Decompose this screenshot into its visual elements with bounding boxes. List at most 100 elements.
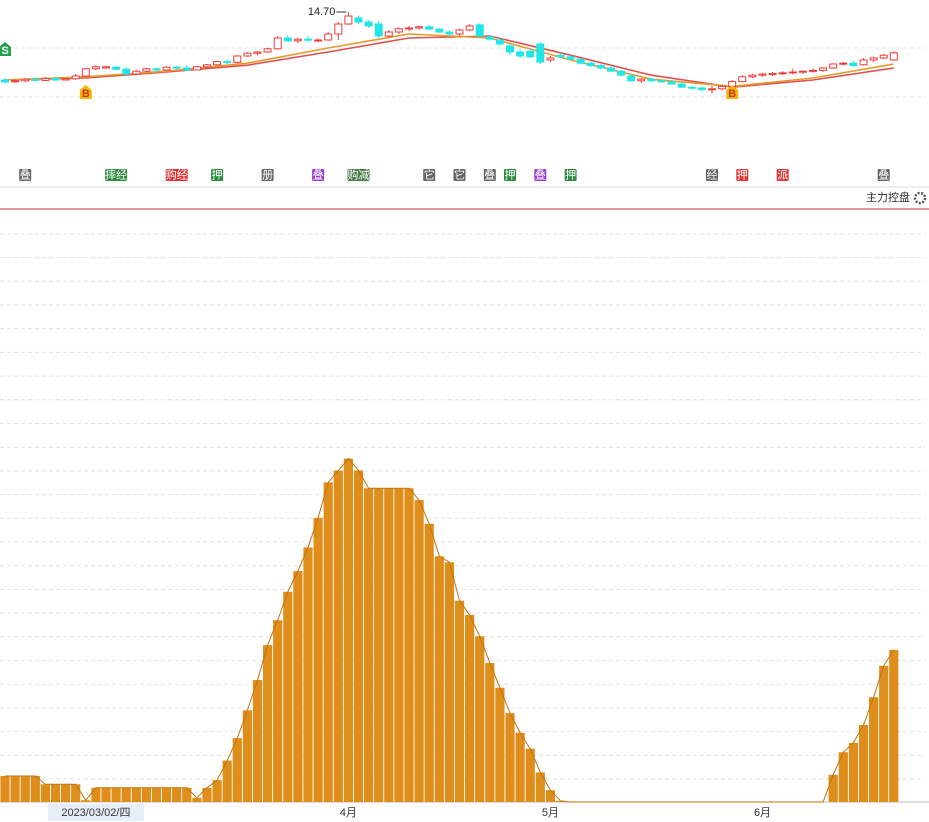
- moving-average: [4, 35, 894, 89]
- candle-body: [11, 80, 20, 83]
- annotation: 14.70: [308, 6, 336, 18]
- bar: [151, 787, 162, 802]
- tag-box: [165, 169, 188, 181]
- bar: [242, 710, 252, 802]
- candle-body: [61, 78, 70, 81]
- candle-body: [778, 72, 787, 75]
- candle-body: [859, 59, 868, 66]
- candle-body: [425, 26, 434, 30]
- candle-body: [748, 74, 757, 78]
- candle-body: [809, 69, 817, 72]
- tag-box: [504, 169, 516, 181]
- bar: [81, 800, 91, 802]
- tag-label: 叠: [20, 168, 31, 181]
- tag-box: [877, 169, 890, 181]
- candle-body: [273, 37, 282, 50]
- signal-label: B: [728, 88, 736, 100]
- tag-box: [736, 169, 749, 181]
- candle-body: [384, 31, 393, 37]
- bar: [121, 787, 131, 802]
- bar: [61, 784, 71, 802]
- signal-marker: [79, 85, 92, 99]
- candle-body: [344, 15, 353, 25]
- bar: [535, 772, 545, 802]
- tag-box: [423, 169, 436, 181]
- tag-box: [347, 169, 370, 181]
- bar: [848, 742, 858, 802]
- candle-body: [697, 87, 706, 91]
- candle-body: [415, 26, 424, 29]
- tag-label: 册: [262, 169, 273, 181]
- candle-body: [677, 83, 686, 88]
- tag-label: 叠: [484, 168, 495, 181]
- bar: [465, 614, 475, 802]
- tag-box: [261, 169, 274, 181]
- candle-body: [253, 51, 262, 54]
- bar: [10, 775, 20, 802]
- candle-body: [405, 27, 413, 30]
- bar: [323, 482, 333, 802]
- candle-body: [455, 29, 464, 35]
- candle-body: [132, 70, 141, 75]
- bar: [91, 787, 101, 802]
- candle-body: [738, 76, 747, 83]
- tag-box: [706, 169, 718, 181]
- bar: [434, 556, 444, 802]
- candle-body: [536, 43, 545, 63]
- bar: [424, 523, 434, 802]
- bar: [131, 787, 141, 802]
- bar: [858, 725, 869, 802]
- candle-body: [213, 61, 222, 66]
- candle-body: [314, 39, 323, 42]
- bar: [495, 687, 505, 802]
- x-tick-label: 4月: [340, 807, 357, 819]
- candle-body: [324, 33, 333, 41]
- bar: [364, 488, 374, 802]
- candle-body: [839, 62, 848, 65]
- candle-body: [475, 24, 484, 37]
- x-tick-label: 2023/03/02/四: [61, 807, 130, 819]
- candle-body: [21, 78, 30, 82]
- candle-body: [576, 58, 585, 64]
- candle-body: [687, 86, 696, 89]
- tag-box: [776, 169, 789, 181]
- candle-body: [526, 50, 535, 58]
- candle-body: [516, 51, 525, 57]
- candle-body: [819, 67, 828, 71]
- candle-body: [596, 65, 605, 69]
- tag-label: 购减: [348, 167, 370, 181]
- tag-box: [105, 169, 128, 181]
- candle-body: [506, 45, 514, 53]
- candle-body: [566, 56, 575, 60]
- candle-body: [112, 66, 121, 70]
- candle-body: [243, 52, 252, 57]
- bar: [212, 780, 222, 802]
- tag-box: [483, 169, 496, 181]
- bar: [454, 600, 465, 802]
- bar: [394, 488, 404, 802]
- candle-body: [354, 17, 363, 23]
- candle-body: [223, 61, 232, 64]
- bar: [182, 787, 192, 802]
- tag-label: 押: [505, 167, 516, 181]
- candle-body: [364, 21, 373, 27]
- bar: [303, 547, 313, 802]
- candle-body: [708, 88, 716, 91]
- tag-box: [312, 169, 325, 181]
- bar: [545, 790, 555, 802]
- bar: [141, 787, 151, 802]
- bar: [232, 738, 242, 802]
- settings-icon[interactable]: [913, 191, 927, 205]
- bar: [374, 488, 384, 802]
- candle-body: [889, 52, 898, 61]
- candle-body: [718, 85, 727, 90]
- x-tick-label: 5月: [542, 807, 559, 819]
- candle-body: [869, 57, 878, 61]
- candle-body: [71, 75, 80, 80]
- trend-line: [5, 457, 895, 803]
- candle-body: [283, 37, 292, 42]
- bar: [414, 500, 424, 802]
- bar: [828, 774, 838, 802]
- bar: [101, 787, 111, 802]
- candle-body: [768, 73, 777, 76]
